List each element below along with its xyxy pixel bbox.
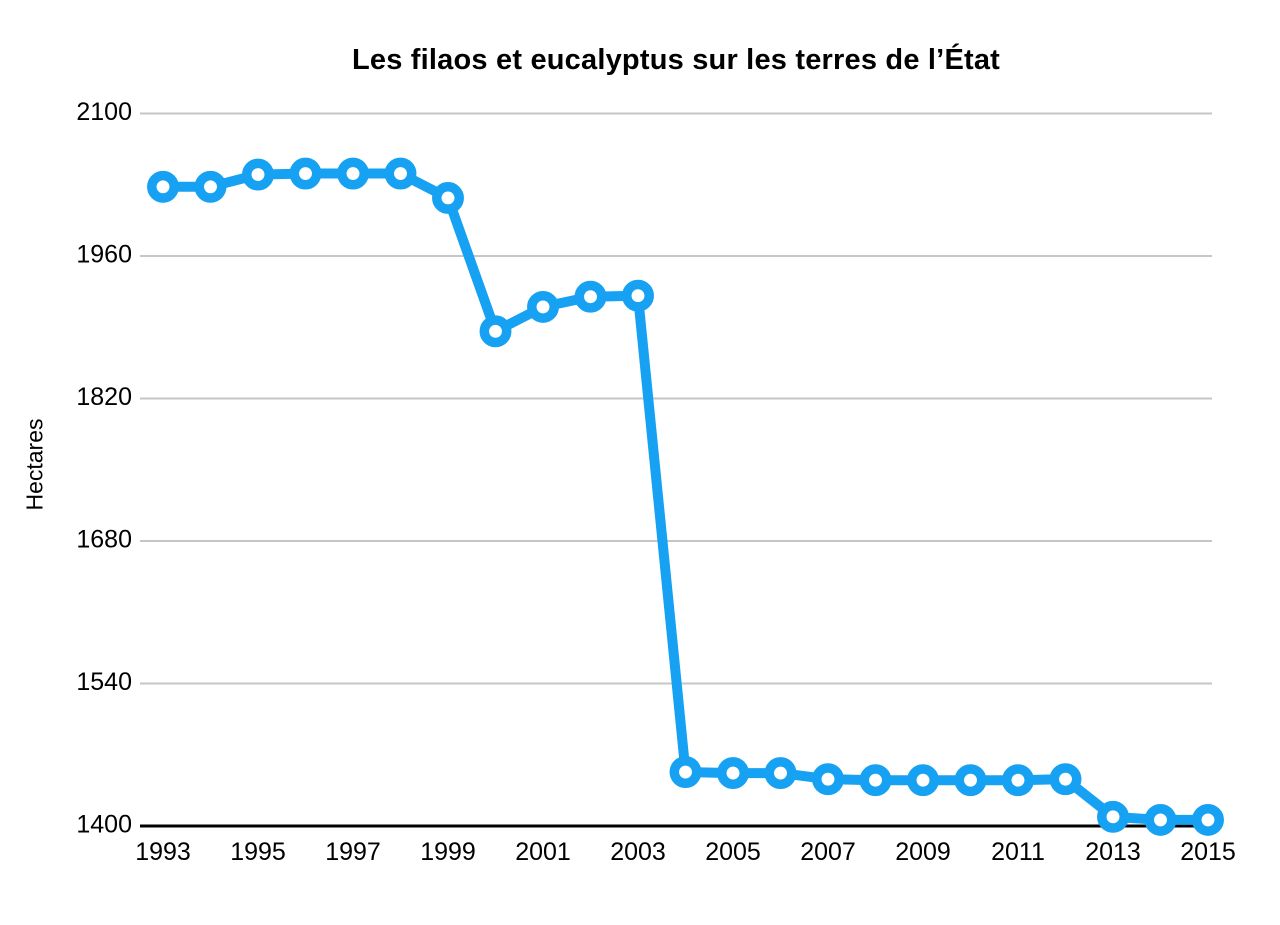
data-point-marker (1097, 800, 1129, 833)
x-tick-label: 1999 (420, 838, 476, 866)
y-tick-label: 1680 (76, 526, 132, 554)
data-point-marker (1002, 764, 1034, 797)
chart-title: Les filaos et eucalyptus sur les terres … (351, 44, 1001, 76)
data-point-marker (764, 757, 797, 790)
x-tick-label: 2001 (515, 838, 571, 866)
data-point-marker (432, 182, 464, 214)
data-point-marker (384, 157, 417, 190)
x-tick-label: 2011 (991, 838, 1045, 866)
data-point-marker (907, 764, 939, 797)
data-point-marker (289, 157, 322, 190)
data-point-marker (1144, 803, 1177, 836)
data-point-marker (337, 157, 369, 190)
y-tick-label: 2100 (76, 98, 132, 126)
y-tick-label: 1540 (76, 668, 132, 696)
y-tick-label: 1960 (76, 241, 132, 269)
data-point-marker (954, 764, 987, 797)
data-point-marker (669, 756, 702, 789)
x-tick-label: 2007 (800, 838, 856, 866)
data-point-marker (479, 315, 512, 348)
data-point-marker (622, 279, 654, 312)
data-point-marker (812, 763, 844, 796)
x-tick-label: 2003 (610, 838, 666, 866)
data-point-marker (1192, 803, 1224, 836)
y-tick-label: 1820 (76, 383, 132, 411)
trend-line (158, 168, 1213, 825)
x-tick-label: 2015 (1180, 838, 1236, 866)
data-point-marker (859, 764, 892, 797)
data-point-marker (574, 280, 607, 313)
x-tick-label: 1993 (135, 838, 191, 866)
data-point-marker (194, 170, 227, 203)
y-tick-label: 1400 (76, 811, 132, 839)
data-point-marker (147, 170, 179, 203)
data-point-marker (1049, 763, 1082, 796)
x-tick-label: 1997 (325, 838, 381, 866)
data-point-marker (717, 757, 749, 790)
x-tick-label: 2013 (1085, 838, 1141, 866)
data-point-marker (242, 158, 274, 191)
x-tick-label: 2005 (705, 838, 761, 866)
data-point-marker (527, 290, 559, 323)
x-tick-label: 2009 (895, 838, 951, 866)
x-tick-label: 1995 (230, 838, 286, 866)
